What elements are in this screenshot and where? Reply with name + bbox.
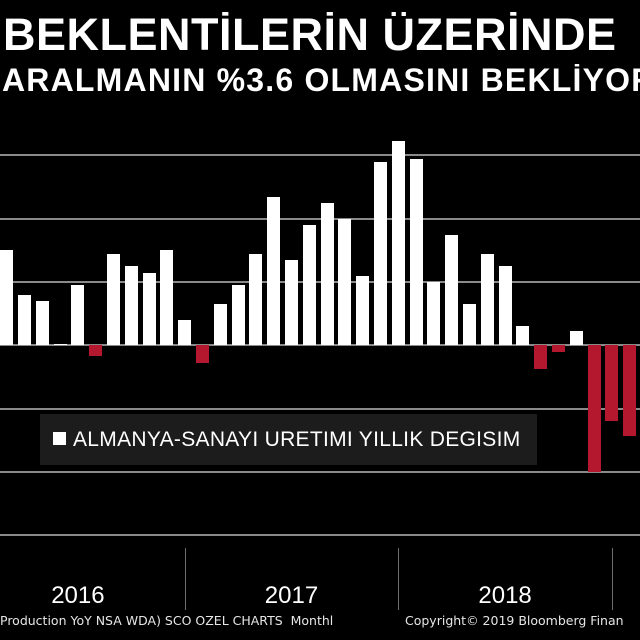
bar <box>160 250 174 346</box>
bar <box>18 294 31 346</box>
bar <box>534 345 548 370</box>
bar <box>89 345 103 357</box>
bar <box>71 285 85 346</box>
bar <box>427 282 441 346</box>
gridline <box>0 534 640 537</box>
gridline <box>0 407 640 410</box>
chart-title-line-1: BEKLENTİLERİN ÜZERİNDE <box>3 12 617 60</box>
x-tick-label: 2016 <box>51 582 105 609</box>
bar <box>605 345 619 422</box>
bar <box>391 141 405 346</box>
x-tick-label: 2017 <box>264 582 319 609</box>
bar <box>463 304 476 346</box>
bar <box>53 343 67 346</box>
chart-title-line-2: ARALMANIN %3.6 OLMASINI BEKLİYOR <box>2 64 640 98</box>
bar <box>623 345 637 436</box>
bar <box>516 326 530 346</box>
bar <box>35 301 49 346</box>
bar <box>338 218 352 346</box>
bar <box>142 272 156 346</box>
gridline <box>0 217 640 220</box>
bar <box>124 266 138 346</box>
bar <box>213 304 227 346</box>
bar <box>178 320 192 346</box>
bar <box>552 345 565 352</box>
bar <box>587 345 601 472</box>
legend-label: ALMANYA-SANAYI URETIMI YILLIK DEGISIM <box>73 428 521 451</box>
gridline <box>0 154 640 157</box>
x-tick-label: 2018 <box>478 582 532 609</box>
footer-copyright-text: Copyright© 2019 Bloomberg Finan <box>405 613 624 628</box>
bar <box>409 158 423 346</box>
bar <box>285 259 298 346</box>
year-separator <box>185 548 186 610</box>
bar <box>231 285 245 346</box>
x-axis: 2016 2017 2018 <box>51 548 613 610</box>
plot-area <box>0 141 637 472</box>
bar <box>249 253 263 346</box>
legend-swatch <box>53 432 66 445</box>
bar <box>107 253 120 346</box>
bar <box>320 202 334 346</box>
year-separator <box>398 548 399 610</box>
bar <box>267 196 281 346</box>
legend: ALMANYA-SANAYI URETIMI YILLIK DEGISIM <box>40 414 537 465</box>
bar <box>0 250 14 346</box>
bar <box>445 234 459 346</box>
footer-source-text: Production YoY NSA WDA) SCO OZEL CHARTS … <box>0 613 334 628</box>
bar <box>569 331 583 346</box>
gridline <box>0 281 640 283</box>
bar <box>196 345 209 363</box>
bar <box>356 275 370 346</box>
gridline <box>0 471 640 473</box>
bar <box>498 266 512 346</box>
bar <box>302 225 316 346</box>
grid-layer <box>0 154 640 537</box>
bar <box>374 161 387 346</box>
year-separator <box>612 548 613 610</box>
bar <box>480 253 494 346</box>
zero-line <box>0 344 640 347</box>
